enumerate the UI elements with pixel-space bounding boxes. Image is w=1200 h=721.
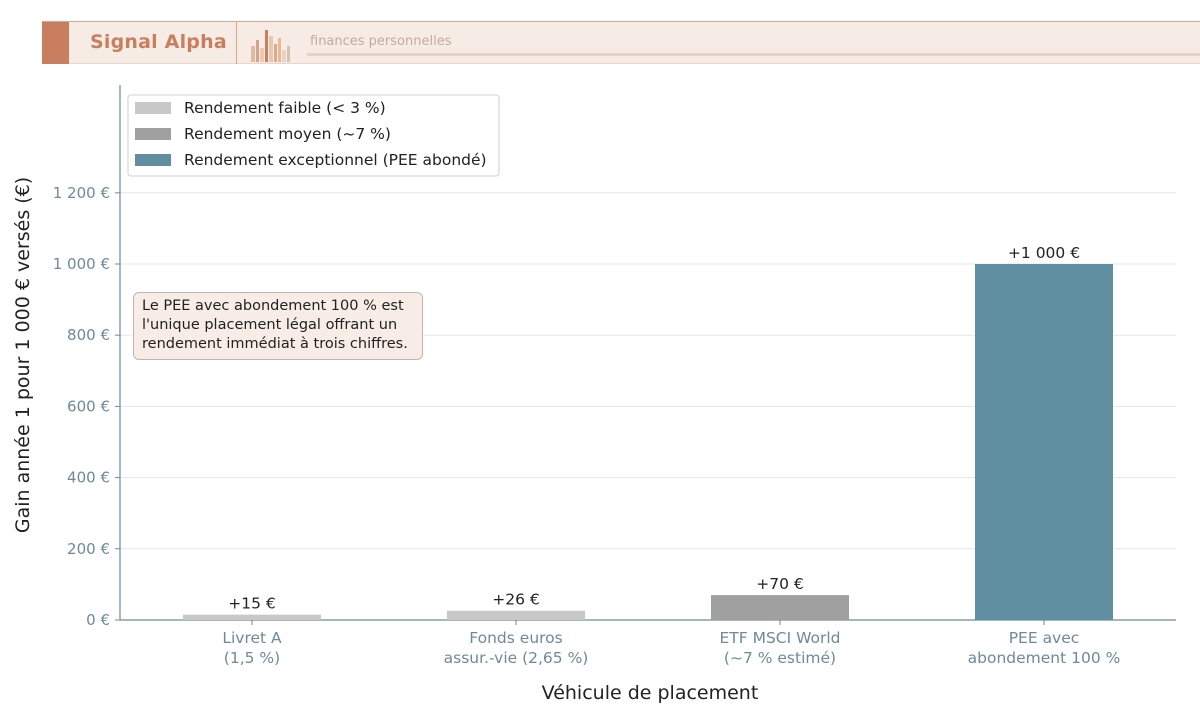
y-axis-label: Gain année 1 pour 1 000 € versés (€) bbox=[12, 177, 34, 533]
x-axis-label: Véhicule de placement bbox=[542, 682, 759, 704]
bar bbox=[447, 610, 585, 620]
y-tick-label: 800 € bbox=[67, 326, 110, 344]
bar-value-label: +15 € bbox=[228, 595, 276, 613]
bar bbox=[975, 264, 1113, 620]
bar-chart-logo-icon bbox=[251, 30, 290, 62]
bar bbox=[711, 595, 849, 620]
y-tick-label: 1 000 € bbox=[53, 255, 110, 273]
legend-swatch bbox=[135, 102, 171, 114]
y-tick-label: 200 € bbox=[67, 540, 110, 558]
brand-name: Signal Alpha bbox=[90, 31, 227, 53]
y-tick-label: 1 200 € bbox=[53, 184, 110, 202]
bar bbox=[183, 614, 321, 620]
x-tick-label: ETF MSCI World (~7 % estimé) bbox=[719, 629, 840, 667]
brand-swatch bbox=[42, 22, 69, 64]
legend-label: Rendement moyen (~7 %) bbox=[184, 125, 391, 143]
brand-header: Signal Alpha finances personnelles bbox=[42, 21, 1200, 64]
chart-annotation: Le PEE avec abondement 100 % est l'uniqu… bbox=[133, 292, 423, 360]
legend-label: Rendement faible (< 3 %) bbox=[184, 99, 386, 117]
bar-value-label: +1 000 € bbox=[1008, 244, 1080, 262]
x-tick-label: PEE avec abondement 100 % bbox=[968, 629, 1121, 667]
brand-divider bbox=[236, 22, 237, 64]
legend-box bbox=[127, 94, 500, 177]
y-tick-label: 400 € bbox=[67, 469, 110, 487]
y-tick-label: 600 € bbox=[67, 397, 110, 415]
legend-label: Rendement exceptionnel (PEE abondé) bbox=[184, 151, 487, 169]
x-tick-label: Fonds euros assur.-vie (2,65 %) bbox=[444, 629, 589, 667]
x-tick-label: Livret A (1,5 %) bbox=[222, 629, 282, 667]
brand-underline bbox=[307, 53, 1200, 56]
bar-value-label: +26 € bbox=[492, 591, 540, 609]
legend-swatch bbox=[135, 128, 171, 140]
brand-tagline: finances personnelles bbox=[310, 34, 452, 49]
bar-value-label: +70 € bbox=[756, 575, 804, 593]
y-tick-label: 0 € bbox=[86, 611, 110, 629]
legend-swatch bbox=[135, 154, 171, 166]
